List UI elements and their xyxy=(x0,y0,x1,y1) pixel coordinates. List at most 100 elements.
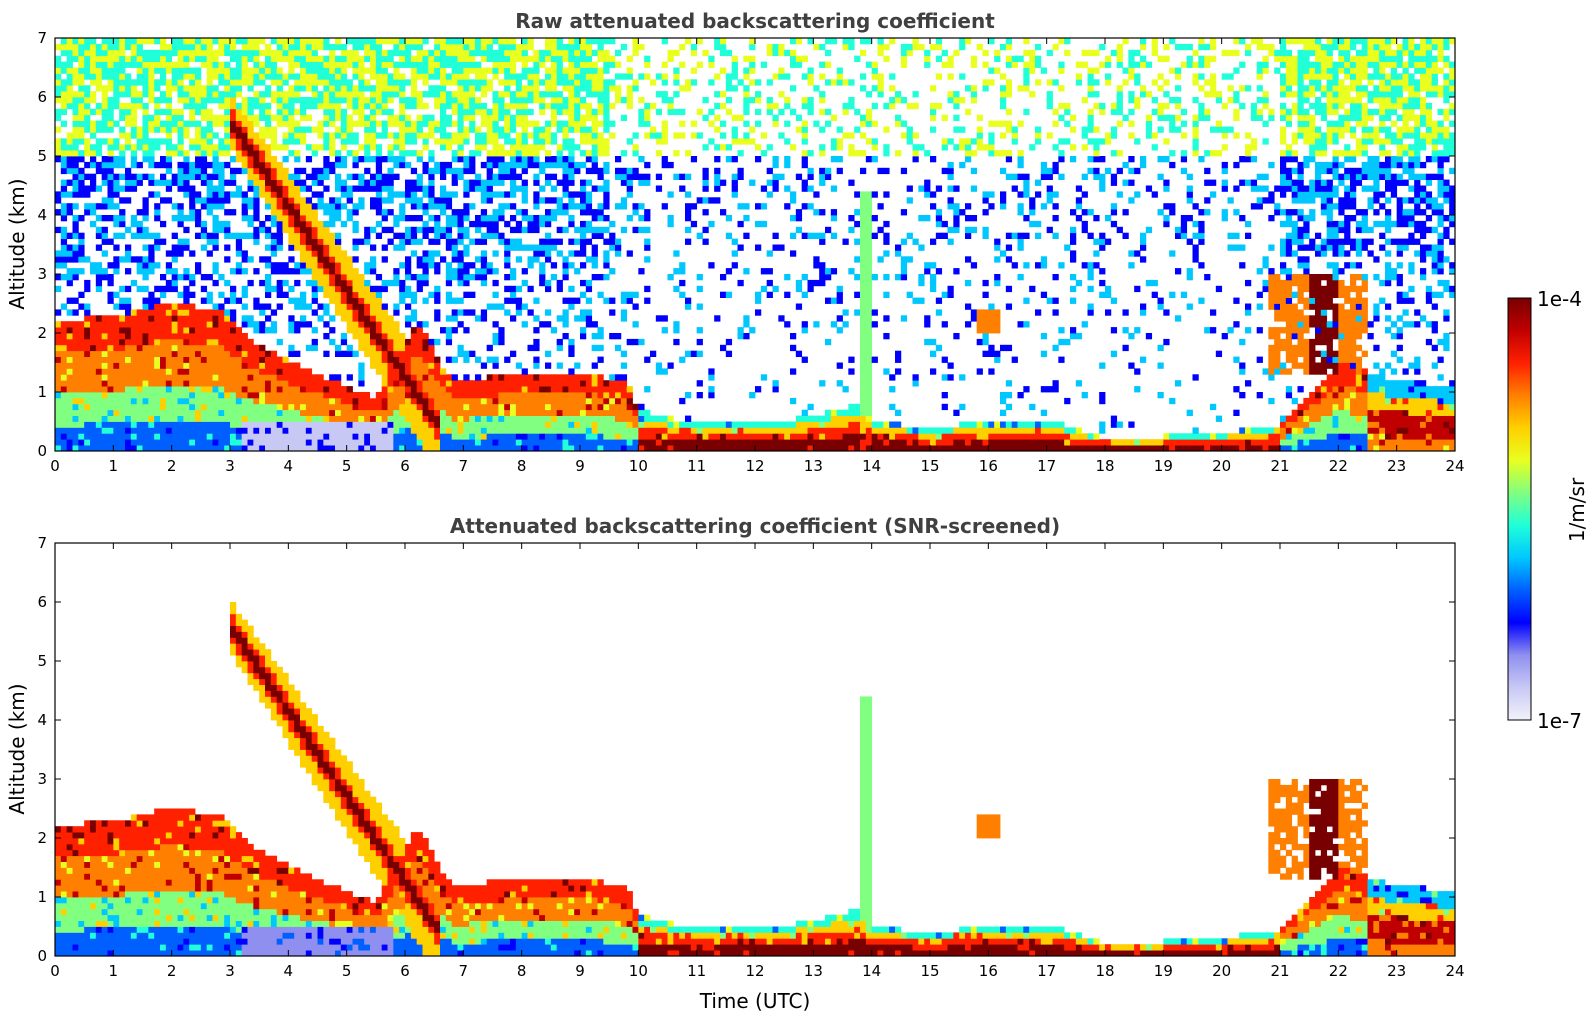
heatmap-cell xyxy=(242,315,248,321)
heatmap-cell xyxy=(411,197,417,203)
heatmap-cell xyxy=(1344,433,1350,439)
heatmap-cell xyxy=(1327,398,1333,404)
heatmap-cell xyxy=(510,422,516,428)
heatmap-cell xyxy=(125,380,131,386)
heatmap-cell xyxy=(953,215,959,221)
heatmap-cell xyxy=(341,339,347,345)
heatmap-cell xyxy=(388,439,394,445)
heatmap-cell xyxy=(1321,250,1327,256)
heatmap-cell xyxy=(224,245,230,251)
heatmap-cell xyxy=(458,422,464,428)
heatmap-cell xyxy=(528,386,534,392)
heatmap-cell xyxy=(930,280,936,286)
heatmap-cell xyxy=(399,439,405,445)
heatmap-cell xyxy=(1298,410,1304,416)
heatmap-cell xyxy=(113,215,119,221)
heatmap-cell xyxy=(913,439,919,445)
heatmap-cell xyxy=(218,203,224,209)
heatmap-cell xyxy=(1385,268,1391,274)
heatmap-cell xyxy=(1385,398,1391,404)
heatmap-cell xyxy=(218,315,224,321)
heatmap-cell xyxy=(1420,398,1426,404)
heatmap-cell xyxy=(895,351,901,357)
heatmap-cell xyxy=(102,233,108,239)
heatmap-cell xyxy=(102,239,108,245)
heatmap-cell xyxy=(1408,427,1414,433)
heatmap-cell xyxy=(353,315,359,321)
heatmap-cell xyxy=(866,274,872,280)
heatmap-cell xyxy=(510,398,516,404)
heatmap-cell xyxy=(393,345,399,351)
heatmap-cell xyxy=(633,439,639,445)
heatmap-cell xyxy=(1280,422,1286,428)
heatmap-cell xyxy=(218,439,224,445)
heatmap-cell xyxy=(318,227,324,233)
heatmap-cell xyxy=(1158,304,1164,310)
heatmap-cell xyxy=(860,422,866,428)
heatmap-cell xyxy=(673,327,679,333)
heatmap-cell xyxy=(866,339,872,345)
heatmap-cell xyxy=(160,321,166,327)
heatmap-cell xyxy=(1146,333,1152,339)
heatmap-cell xyxy=(230,315,236,321)
heatmap-cell xyxy=(1443,433,1449,439)
heatmap-cell xyxy=(440,427,446,433)
heatmap-cell xyxy=(67,351,73,357)
heatmap-cell xyxy=(224,351,230,357)
heatmap-cell xyxy=(633,404,639,410)
heatmap-cell xyxy=(831,268,837,274)
heatmap-cell xyxy=(207,239,213,245)
heatmap-cell xyxy=(1438,250,1444,256)
heatmap-cell xyxy=(1070,439,1076,445)
heatmap-cell xyxy=(580,221,586,227)
heatmap-cell xyxy=(102,374,108,380)
heatmap-cell xyxy=(160,315,166,321)
heatmap-cell xyxy=(131,309,137,315)
heatmap-cell xyxy=(1076,333,1082,339)
heatmap-cell xyxy=(399,245,405,251)
heatmap-cell xyxy=(178,321,184,327)
heatmap-cell xyxy=(977,309,983,315)
heatmap-cell xyxy=(802,357,808,363)
heatmap-cell xyxy=(720,422,726,428)
heatmap-cell xyxy=(1432,227,1438,233)
heatmap-cell xyxy=(1245,221,1251,227)
heatmap-cell xyxy=(1169,398,1175,404)
heatmap-cell xyxy=(1298,245,1304,251)
heatmap-cell xyxy=(1327,304,1333,310)
heatmap-cell xyxy=(977,439,983,445)
heatmap-cell xyxy=(1443,286,1449,292)
heatmap-cell xyxy=(411,309,417,315)
heatmap-cell xyxy=(866,215,872,221)
heatmap-cell xyxy=(545,386,551,392)
heatmap-cell xyxy=(341,280,347,286)
heatmap-cell xyxy=(108,298,114,304)
heatmap-cell xyxy=(428,339,434,345)
heatmap-cell xyxy=(726,268,732,274)
heatmap-cell xyxy=(481,386,487,392)
heatmap-cell xyxy=(545,209,551,215)
heatmap-cell xyxy=(1403,209,1409,215)
heatmap-cell xyxy=(1432,363,1438,369)
heatmap-cell xyxy=(1204,327,1210,333)
heatmap-cell xyxy=(481,398,487,404)
heatmap-cell xyxy=(627,427,633,433)
heatmap-cell xyxy=(510,215,516,221)
heatmap-cell xyxy=(545,422,551,428)
heatmap-cell xyxy=(1432,209,1438,215)
heatmap-cell xyxy=(446,398,452,404)
heatmap-cell xyxy=(551,427,557,433)
heatmap-cell xyxy=(1356,309,1362,315)
heatmap-cell xyxy=(1414,427,1420,433)
heatmap-cell xyxy=(306,380,312,386)
heatmap-cell xyxy=(148,309,154,315)
heatmap-cell xyxy=(1414,227,1420,233)
heatmap-cell xyxy=(691,422,697,428)
heatmap-cell xyxy=(1146,280,1152,286)
heatmap-cell xyxy=(1245,233,1251,239)
heatmap-cell xyxy=(119,351,125,357)
heatmap-cell xyxy=(1397,439,1403,445)
heatmap-cell xyxy=(1309,321,1315,327)
heatmap-cell xyxy=(411,380,417,386)
heatmap-cell xyxy=(627,292,633,298)
